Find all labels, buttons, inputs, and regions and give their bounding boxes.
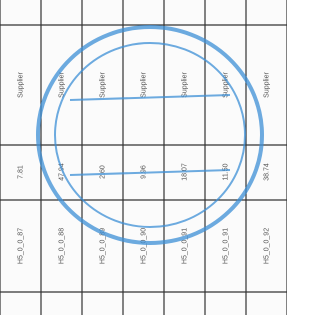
cell-value: 38.74 <box>263 163 270 181</box>
cell-value: 47.94 <box>58 163 65 181</box>
cell-value: 7.81 <box>17 165 24 179</box>
cell-value: 2.60 <box>99 165 106 179</box>
cell-supplier: Supplier <box>140 71 147 97</box>
cell-id: H5_0_0_91 <box>181 228 188 264</box>
cell-id: H5_0_0_91 <box>222 228 229 264</box>
scanned-table: Supplier 7.81 H5_0_0_87 Supplier 47.94 H5_0_0… <box>0 0 287 315</box>
cell-id: H5_0_0_87 <box>17 228 24 264</box>
cell-supplier: Supplier <box>181 71 188 97</box>
cell-id: H5_0_0_92 <box>263 228 270 264</box>
cell-id: H5_0_0_90 <box>140 228 147 264</box>
cell-supplier: Supplier <box>99 71 106 97</box>
cell-id: H5_0_0_88 <box>58 228 65 264</box>
cell-supplier: Supplier <box>263 71 270 97</box>
cell-value: 11.50 <box>222 163 229 180</box>
cell-supplier: Supplier <box>17 71 24 97</box>
paper <box>0 0 287 315</box>
